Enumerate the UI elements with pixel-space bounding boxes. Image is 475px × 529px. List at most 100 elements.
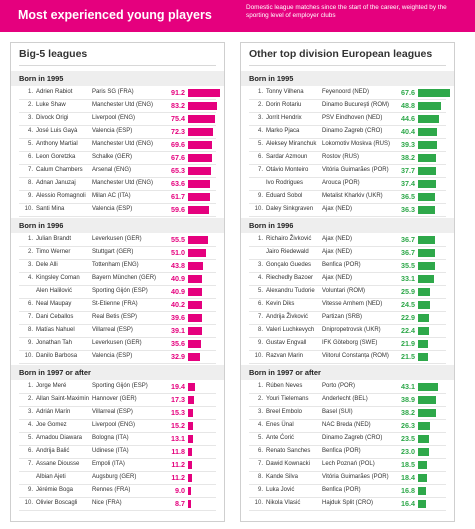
player-name: Leon Goretzka: [36, 154, 76, 160]
table-row: 5. Ante Ćorić Dinamo Zagreb (CRO) 23.5: [241, 433, 454, 446]
row-divider: [249, 125, 446, 126]
club-name: IFK Göteborg (SWE): [322, 340, 378, 346]
player-name: Allan Saint-Maximin: [36, 396, 90, 402]
bar-mark: [418, 409, 437, 417]
bar-mark: [418, 249, 436, 257]
value-label: 40.4: [401, 127, 415, 136]
row-divider: [249, 298, 446, 299]
bar-mark: [418, 115, 440, 123]
club-name: NAC Breda (NED): [322, 422, 371, 428]
club-name: Vitória Guimarães (POR): [322, 474, 389, 480]
rank-label: 8.: [27, 327, 33, 333]
player-name: Marko Pjaca: [266, 128, 300, 134]
section-title: Born in 1995: [249, 74, 294, 83]
rank-label: 4.: [257, 275, 263, 281]
bar-mark: [418, 206, 436, 214]
club-name: Porto (POR): [322, 383, 356, 389]
club-name: Rostov (RUS): [322, 154, 360, 160]
bar-mark: [188, 288, 203, 296]
player-name: Julian Brandt: [36, 236, 72, 242]
row-divider: [249, 393, 446, 394]
rank-label: 6.: [257, 448, 263, 454]
value-label: 43.8: [171, 261, 185, 270]
bar-mark: [188, 102, 218, 110]
player-name: Matías Nahuel: [36, 327, 75, 333]
rank-label: 6.: [257, 154, 263, 160]
section-header: Born in 1997 or after: [241, 365, 454, 380]
bar-mark: [418, 487, 426, 495]
divider: [19, 65, 216, 66]
value-label: 11.2: [171, 473, 185, 482]
player-name: Renato Sanches: [266, 448, 311, 454]
club-name: Liverpool (ENG): [92, 115, 136, 121]
rank-label: 3.: [27, 409, 33, 415]
row-divider: [19, 138, 216, 139]
player-name: Kevin Diks: [266, 301, 295, 307]
club-name: Metalist Kharkiv (UKR): [322, 193, 383, 199]
rank-label: 6.: [257, 301, 263, 307]
section-header: Born in 1995: [241, 71, 454, 86]
bar-mark: [188, 262, 204, 270]
value-label: 36.7: [401, 235, 415, 244]
player-name: Assane Diousse: [36, 461, 80, 467]
value-label: 38.2: [401, 408, 415, 417]
player-name: Calum Chambers: [36, 167, 83, 173]
rank-label: 5.: [27, 141, 33, 147]
player-name: Luke Shaw: [36, 102, 66, 108]
row-divider: [249, 138, 446, 139]
bar-mark: [188, 461, 192, 469]
bar-mark: [418, 236, 436, 244]
bar-mark: [188, 301, 203, 309]
club-name: Manchester Utd (ENG): [92, 180, 154, 186]
player-name: Amadou Diawara: [36, 435, 83, 441]
bar-mark: [418, 193, 436, 201]
table-row: Ivo Rodrigues Arouca (POR) 37.4: [241, 178, 454, 191]
player-name: Breel Embolo: [266, 409, 303, 415]
bar-mark: [188, 236, 208, 244]
row-divider: [249, 259, 446, 260]
value-label: 9.0: [175, 486, 185, 495]
rank-label: 4.: [257, 128, 263, 134]
rank-label: 3.: [27, 115, 33, 121]
bar-mark: [188, 128, 214, 136]
value-label: 22.9: [401, 313, 415, 322]
table-row: 3. Adrián Marín Villarreal (ESP) 15.3: [11, 407, 224, 420]
player-name: Jorge Meré: [36, 383, 67, 389]
rank-label: 5.: [257, 288, 263, 294]
table-row: 8. Adnan Januzaj Manchester Utd (ENG) 63.6: [11, 178, 224, 191]
section-title: Born in 1997 or after: [19, 368, 91, 377]
value-label: 39.1: [171, 326, 185, 335]
bar-mark: [418, 89, 450, 97]
row-divider: [19, 350, 216, 351]
club-name: Bayern München (GER): [92, 275, 157, 281]
row-divider: [249, 203, 446, 204]
row-divider: [19, 190, 216, 191]
player-name: Valeri Luchkevych: [266, 327, 315, 333]
rank-label: 4.: [27, 128, 33, 134]
row-divider: [19, 151, 216, 152]
rank-label: 8.: [257, 327, 263, 333]
row-divider: [249, 510, 446, 511]
table-row: 9. Jonathan Tah Leverkusen (GER) 35.6: [11, 338, 224, 351]
value-label: 21.9: [401, 339, 415, 348]
row-divider: [249, 432, 446, 433]
table-row: 4. Joe Gomez Liverpool (ENG) 15.2: [11, 420, 224, 433]
bar-mark: [418, 396, 437, 404]
row-divider: [19, 285, 216, 286]
club-name: Hajduk Split (CRO): [322, 500, 374, 506]
table-row: 7. Dani Ceballos Real Betis (ESP) 39.6: [11, 312, 224, 325]
table-row: 1. Adrien Rabiot Paris SG (FRA) 91.2: [11, 87, 224, 100]
value-label: 67.6: [171, 153, 185, 162]
table-row: 5. Amadou Diawara Bologna (ITA) 13.1: [11, 433, 224, 446]
bar-mark: [188, 448, 193, 456]
bar-mark: [418, 340, 429, 348]
row-divider: [249, 216, 446, 217]
club-name: Bologna (ITA): [92, 435, 129, 441]
bar-mark: [418, 288, 431, 296]
rank-label: 5.: [27, 435, 33, 441]
club-name: Arsenal (ENG): [92, 167, 132, 173]
value-label: 40.2: [171, 300, 185, 309]
table-row: 9. Eduard Sobol Metalist Kharkiv (UKR) 36.5: [241, 191, 454, 204]
value-label: 72.3: [171, 127, 185, 136]
value-label: 8.7: [175, 499, 185, 508]
